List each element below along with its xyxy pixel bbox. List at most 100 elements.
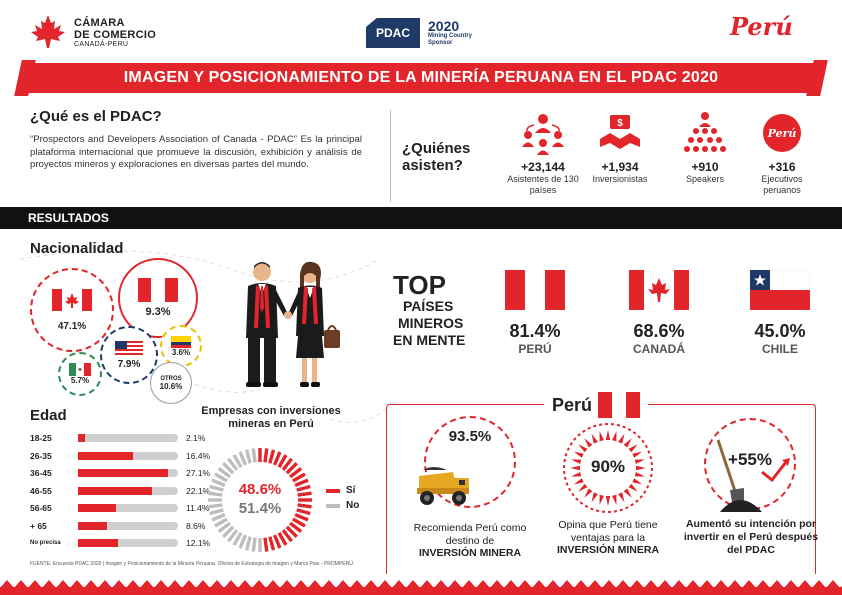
donut-no-segment: [222, 525, 235, 538]
top-country-name: CANADÁ: [633, 342, 685, 356]
nationality-bubble-canada: 47.1%: [30, 268, 114, 352]
age-value: 2.1%: [186, 433, 206, 443]
attendee-value: +1,934: [601, 160, 639, 174]
attendee-stat: Perú +316 Ejecutivos peruanos: [742, 110, 822, 195]
age-bar-track: [78, 539, 178, 547]
donut-no-segment: [251, 448, 257, 463]
age-value: 22.1%: [186, 485, 211, 496]
age-bar-track: [78, 434, 178, 442]
donut-yes-segment: [263, 448, 269, 463]
investments-donut-chart: [208, 448, 312, 552]
page-title-text: IMAGEN Y POSICIONAMIENTO DE LA MINERÍA P…: [123, 69, 719, 86]
donut-yes-segment: [292, 472, 306, 483]
age-value: 16.4%: [186, 450, 211, 461]
results-label: RESULTADOS: [28, 211, 109, 225]
age-row: No precisa 12.1%: [30, 538, 210, 548]
nationality-bubble-otros: OTROS 10.6%: [150, 362, 192, 404]
nationality-bubble-mexico: 5.7%: [58, 352, 102, 396]
donut-yes-segment: [289, 466, 303, 479]
nationality-label: OTROS: [160, 375, 182, 382]
pdac-year: 2020: [428, 18, 460, 34]
pdac-sponsor-2: Sponsor: [428, 40, 453, 46]
top-country-value: 68.6%: [633, 321, 685, 341]
top-country-value: 81.4%: [509, 321, 561, 341]
age-label: 46-55: [30, 485, 52, 496]
nationality-title: Nacionalidad: [30, 240, 124, 257]
donut-no-segment: [211, 512, 226, 522]
legend-yes-label: Sí: [346, 485, 356, 496]
nationality-bubble-ecuador: 3.6%: [160, 325, 202, 367]
donut-yes-segment: [281, 457, 294, 471]
peru-brand-logo: Perú: [730, 12, 793, 41]
donut-yes-segment: [292, 517, 306, 528]
donut-yes-segment: [285, 462, 298, 475]
age-bar-track: [78, 521, 178, 530]
peru-card-value: +55%: [728, 450, 772, 469]
peru-flag-icon: [138, 278, 178, 302]
peru-flag-icon: [505, 270, 565, 310]
peru-card-caption-text: Opina que Perú tiene ventajas para la: [558, 519, 658, 544]
attendee-stat: +23,144 Asistentes de 130 países: [503, 110, 583, 195]
page-title: IMAGEN Y POSICIONAMIENTO DE LA MINERÍA P…: [26, 63, 816, 93]
age-row: + 65 8.6%: [30, 521, 205, 531]
donut-no-segment: [217, 521, 231, 534]
age-bar-track: [78, 486, 178, 495]
business-handshake-illustration: [246, 261, 340, 387]
group-people-icon: [522, 114, 564, 155]
donut-yes-segment: [268, 449, 276, 464]
donut-no-segment: [208, 491, 223, 497]
donut-no-segment: [211, 478, 226, 488]
attendee-label: Speakers: [685, 174, 725, 184]
chamber-logo: CÁMARA DE COMERCIO CANADÁ-PERÚ: [28, 12, 156, 52]
age-value: 8.6%: [186, 520, 206, 531]
donut-yes-segment: [296, 484, 311, 492]
donut-no-segment: [222, 462, 235, 475]
age-bar: [78, 434, 85, 442]
peru-card-caption-bold-text: Aumentó su intención por invertir en el …: [683, 518, 819, 556]
age-row: 46-55 22.1%: [30, 486, 210, 496]
donut-yes-segment: [272, 534, 282, 549]
pdac-question: ¿Qué es el PDAC?: [30, 108, 162, 125]
top-country-name: CHILE: [762, 342, 798, 356]
top-country-canada: 68.6% CANADÁ: [617, 270, 701, 356]
age-label: 18-25: [30, 433, 52, 443]
svg-text:Perú: Perú: [767, 127, 797, 140]
nationality-bubble-peru: 9.3%: [118, 258, 198, 338]
attendee-stat: $ +1,934 Inversionistas: [580, 110, 660, 185]
donut-no-segment: [214, 472, 228, 483]
donut-yes-segment: [289, 521, 303, 534]
donut-yes-segment: [296, 508, 311, 516]
age-title: Edad: [30, 407, 67, 424]
donut-yes-segment: [263, 537, 269, 552]
advantage-icon: [563, 423, 653, 513]
donut-no-segment: [244, 449, 252, 464]
pdac-logo: PDAC 2020 Mining Country Sponsor: [366, 18, 472, 48]
attendee-value: +316: [768, 160, 796, 174]
age-row: 18-25 2.1%: [30, 433, 205, 443]
donut-yes-segment: [297, 491, 312, 497]
age-label: + 65: [30, 520, 47, 531]
nationality-value: 5.7%: [70, 376, 90, 385]
donut-no-segment: [238, 534, 248, 549]
shovel-growth-icon: [716, 439, 790, 512]
peru-card-caption: Recomienda Perú como destino de INVERSIÓ…: [400, 522, 540, 560]
age-bar-track: [78, 469, 178, 477]
age-value: 11.4%: [186, 503, 210, 513]
age-label: 26-35: [30, 450, 52, 461]
top-title-3: EN MENTE: [393, 332, 466, 348]
peru-card-caption-text: Recomienda Perú como destino de: [413, 522, 527, 547]
donut-yes-segment: [272, 451, 282, 466]
donut-no-value: 51.4%: [238, 500, 282, 517]
speakers-audience-icon: [684, 112, 726, 152]
donut-yes-segment: [277, 454, 288, 468]
legend-no-label: No: [346, 500, 360, 511]
canada-flag-icon: [52, 288, 92, 311]
attendees-question-2: asisten?: [402, 157, 463, 174]
top-country-value: 45.0%: [754, 321, 806, 341]
donut-no-segment: [214, 517, 228, 528]
peru-section-title: Perú: [544, 392, 649, 418]
donut-no-segment: [251, 537, 257, 552]
donut-no-segment: [209, 484, 224, 492]
donut-no-segment: [238, 451, 248, 466]
attendee-stat: +910 Speakers: [665, 110, 745, 185]
